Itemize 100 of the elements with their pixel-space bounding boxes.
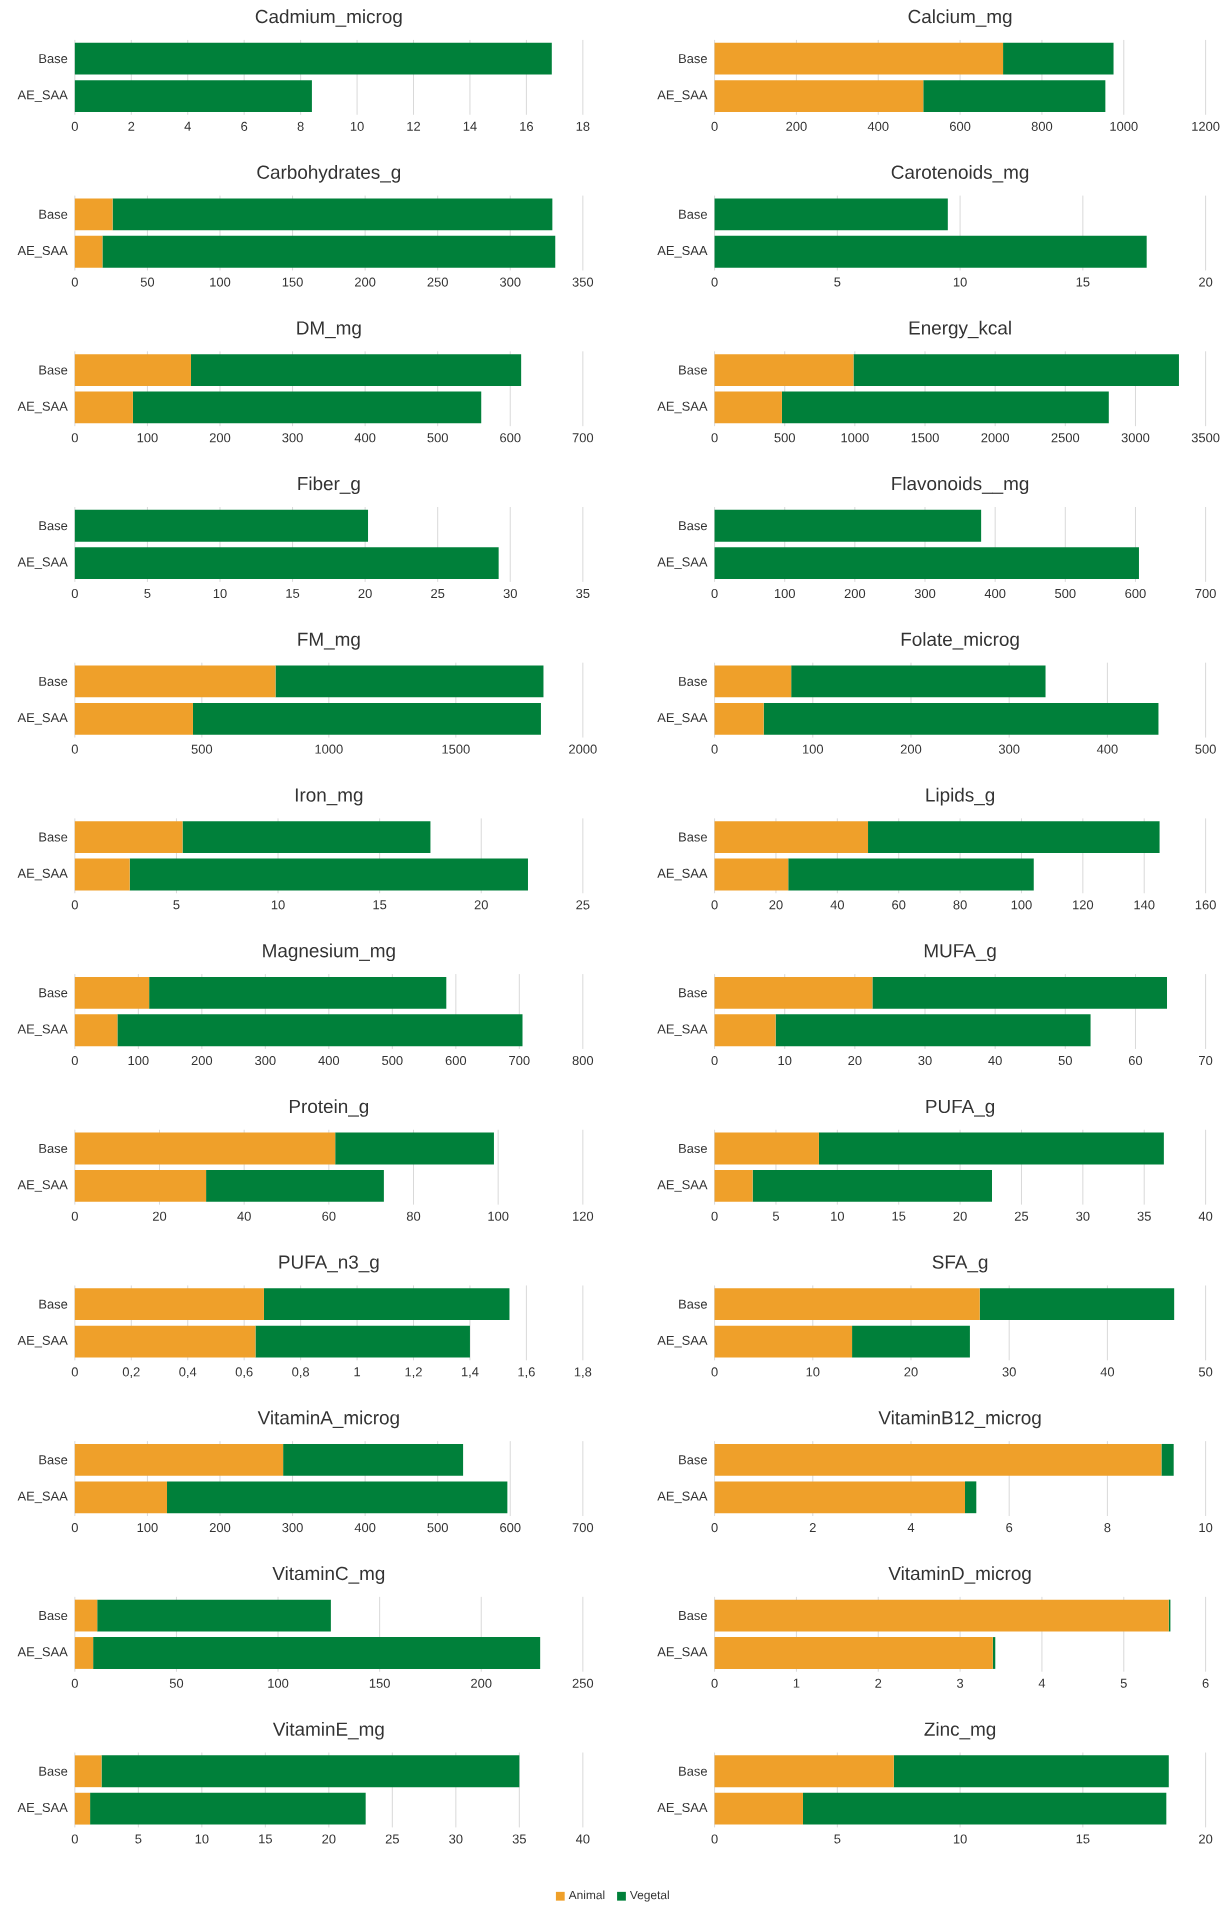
y-tick-label: Base (679, 1611, 708, 1621)
bar (255, 1325, 471, 1358)
bar (149, 976, 447, 1009)
x-tick-label: 300 (914, 588, 936, 599)
y-tick-label: AE_SAA (17, 713, 68, 725)
x-tick-label: 2000 (569, 744, 597, 754)
bar (112, 198, 553, 231)
bar (75, 354, 192, 386)
x-tick-label: 15 (373, 900, 387, 910)
y-tick-label: Base (679, 832, 708, 842)
y-tick-label: AE_SAA (17, 1491, 68, 1504)
x-tick-label: 20 (769, 900, 783, 910)
x-tick-label: 40 (988, 1055, 1003, 1066)
x-tick-label: 60 (892, 900, 906, 910)
y-tick-label: Base (39, 1455, 68, 1465)
x-tick-label: 1,8 (575, 1367, 592, 1379)
x-tick-label: 2 (875, 1678, 882, 1688)
y-tick-label: Base (39, 209, 68, 219)
bar (75, 391, 134, 424)
bar (714, 80, 924, 112)
x-tick-label: 80 (953, 900, 967, 910)
x-tick-label: 160 (1196, 900, 1217, 910)
bar (714, 1599, 1169, 1632)
bar (182, 821, 431, 854)
x-tick-label: 1,4 (462, 1367, 479, 1378)
x-tick-label: 10 (778, 1055, 792, 1066)
bar (775, 1014, 1091, 1047)
y-tick-label: Base (679, 1455, 708, 1465)
x-tick-label: 600 (500, 1523, 521, 1533)
y-tick-label: Base (679, 1143, 708, 1153)
x-tick-label: 50 (1058, 1055, 1073, 1066)
y-tick-label: Base (39, 676, 68, 686)
x-tick-label: 400 (868, 121, 889, 131)
x-tick-label: 600 (1125, 588, 1146, 599)
x-tick-label: 1,2 (405, 1367, 423, 1379)
x-tick-label: 100 (488, 1211, 509, 1221)
x-tick-label: 200 (210, 433, 231, 443)
y-tick-label: AE_SAA (657, 1491, 708, 1504)
x-tick-label: 20 (953, 1211, 967, 1221)
x-tick-label: 150 (282, 277, 304, 287)
x-tick-label: 0 (711, 1211, 718, 1221)
x-tick-label: 0 (711, 1678, 718, 1688)
x-tick-label: 1 (794, 1678, 800, 1688)
bar (819, 1132, 1165, 1165)
y-tick-label: AE_SAA (657, 1024, 708, 1037)
x-tick-label: 1000 (841, 433, 869, 443)
x-tick-label: 0 (711, 900, 718, 910)
y-tick-label: Base (679, 54, 708, 64)
x-tick-label: 10 (954, 277, 967, 287)
x-tick-label: 40 (830, 900, 845, 910)
x-tick-label: 10 (954, 1834, 967, 1844)
bar (75, 198, 113, 231)
chart-title: VitaminC_mg (272, 1566, 385, 1584)
bar (714, 1481, 966, 1514)
x-tick-label: 0,4 (179, 1367, 197, 1379)
x-tick-label: 100 (1011, 900, 1032, 910)
y-tick-label: Base (39, 521, 68, 531)
x-tick-label: 400 (1097, 744, 1118, 754)
x-tick-label: 1500 (911, 433, 940, 443)
chart-title: Iron_mg (296, 788, 363, 806)
x-tick-label: 700 (572, 1523, 594, 1533)
x-tick-label: 5 (173, 900, 180, 910)
legend-label: Vegetal (630, 1890, 670, 1902)
bar (97, 1599, 332, 1632)
chart-title: Flavonoids__mg (892, 476, 1029, 495)
chart-title: VitaminB12_microg (878, 1410, 1041, 1429)
bar (75, 858, 130, 891)
bar (714, 354, 854, 386)
x-tick-label: 30 (918, 1055, 932, 1066)
bar (714, 1014, 776, 1047)
bar (1161, 1443, 1174, 1476)
y-tick-label: AE_SAA (657, 401, 708, 414)
x-tick-label: 40 (237, 1211, 252, 1221)
chart-title: Energy_kcal (909, 320, 1012, 339)
x-tick-label: 20 (848, 1055, 862, 1066)
x-tick-label: 700 (572, 433, 594, 443)
x-tick-label: 0 (711, 1055, 718, 1066)
x-tick-label: 0 (71, 1211, 79, 1221)
y-tick-label: Base (679, 521, 708, 531)
bar (75, 1325, 256, 1358)
x-tick-label: 150 (370, 1678, 391, 1688)
chart-title: DM_mg (297, 321, 361, 339)
x-tick-label: 0 (711, 744, 718, 754)
chart-title: Fiber_g (298, 476, 360, 495)
x-tick-label: 600 (500, 433, 521, 443)
x-tick-label: 400 (354, 1523, 376, 1533)
x-tick-label: 1500 (442, 744, 470, 754)
x-tick-label: 400 (354, 433, 376, 443)
x-tick-label: 0 (711, 1834, 718, 1844)
x-tick-label: 0 (711, 1367, 718, 1377)
bar (714, 391, 783, 424)
bar (75, 976, 150, 1009)
x-tick-label: 400 (984, 588, 1006, 599)
bar (714, 821, 869, 854)
bar (101, 1755, 520, 1788)
y-tick-label: AE_SAA (657, 1802, 708, 1815)
y-tick-label: AE_SAA (657, 868, 708, 881)
bar (75, 665, 276, 698)
bar (791, 665, 1046, 698)
bar (1003, 42, 1114, 75)
